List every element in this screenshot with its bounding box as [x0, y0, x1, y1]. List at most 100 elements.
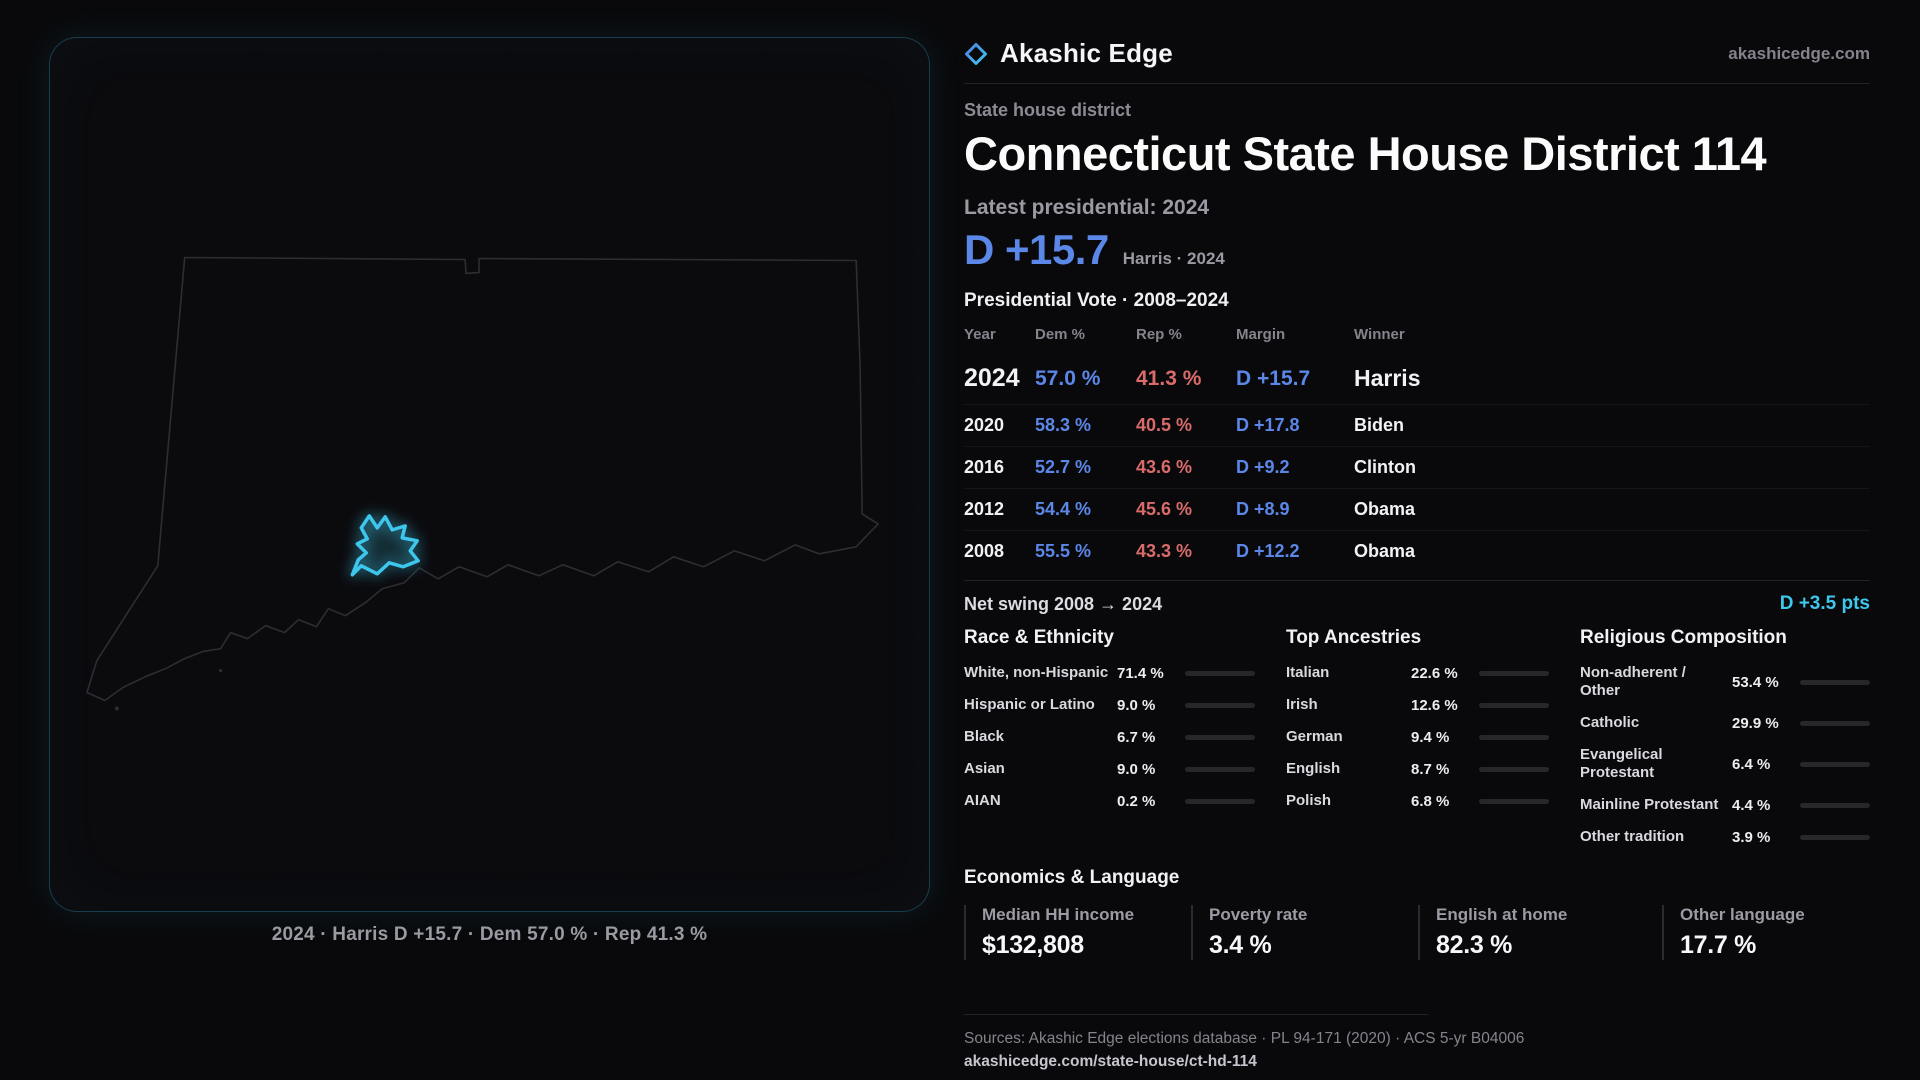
bar-chart	[1800, 761, 1870, 767]
demo-row: Asian 9.0 %	[964, 753, 1255, 785]
district-114-shape	[350, 514, 420, 577]
demo-value: 9.4 %	[1411, 728, 1450, 746]
demo-value: 12.6 %	[1411, 696, 1458, 714]
demo-row: Other tradition 3.9 %	[1580, 821, 1870, 853]
site-link[interactable]: akashicedge.com	[1728, 43, 1870, 63]
net-swing-row: Net swing 2008 → 2024 D +3.5 pts	[964, 593, 1870, 615]
island-dot	[114, 706, 119, 711]
demo-label: Catholic	[1580, 714, 1640, 732]
cell-margin: D +9.2	[1236, 457, 1290, 478]
bar-chart	[1800, 679, 1870, 685]
cell-margin: D +8.9	[1236, 499, 1290, 520]
demo-row: Catholic 29.9 %	[1580, 707, 1870, 739]
vote-table: Year Dem % Rep % Margin Winner 2024 57.0…	[964, 320, 1870, 572]
cell-year: 2020	[964, 415, 1005, 436]
cell-dem: 58.3 %	[1035, 415, 1092, 436]
religion-column: Religious Composition Non-adherent / Oth…	[1580, 627, 1870, 853]
stat-label: Other language	[1680, 905, 1805, 925]
permalink[interactable]: akashicedge.com/state-house/ct-hd-114	[964, 1053, 1257, 1071]
demo-row: Non-adherent / Other 53.4 %	[1580, 657, 1870, 707]
demo-label: Hispanic or Latino	[964, 696, 1095, 714]
demo-row: Irish 12.6 %	[1286, 689, 1549, 721]
bar-chart	[1185, 670, 1255, 676]
info-panel: Akashic Edge akashicedge.com State house…	[964, 30, 1870, 1071]
vote-row: 2024 57.0 % 41.3 % D +15.7 Harris	[964, 353, 1870, 404]
demo-label: AIAN	[964, 792, 1001, 810]
cell-rep: 41.3 %	[1136, 366, 1202, 390]
kicker: State house district	[964, 100, 1132, 120]
cell-dem: 52.7 %	[1035, 457, 1092, 478]
demo-label: Non-adherent / Other	[1580, 664, 1686, 700]
demo-label: Irish	[1286, 696, 1318, 714]
stat-label: Median HH income	[982, 905, 1135, 925]
demo-label: Black	[964, 728, 1005, 746]
bar-chart	[1185, 702, 1255, 708]
cell-winner: Harris	[1354, 365, 1421, 392]
demo-value: 29.9 %	[1732, 714, 1779, 732]
demographics: Race & Ethnicity White, non-Hispanic 71.…	[964, 627, 1870, 853]
demo-value: 6.4 %	[1732, 755, 1771, 773]
brand: Akashic Edge	[964, 38, 1173, 69]
demo-label: Italian	[1286, 664, 1330, 682]
stat-block: Median HH income $132,808	[964, 905, 1191, 961]
demo-value: 6.8 %	[1411, 792, 1450, 810]
cell-rep: 43.6 %	[1136, 457, 1193, 478]
map-caption: 2024 · Harris D +15.7 · Dem 57.0 % · Rep…	[271, 924, 708, 945]
stat-value: 82.3 %	[1436, 931, 1513, 960]
bar-chart	[1800, 802, 1870, 808]
ancestries-column: Top Ancestries Italian 22.6 % Irish 12.6…	[1286, 627, 1549, 853]
cell-margin: D +12.2	[1236, 541, 1300, 562]
cell-winner: Obama	[1354, 541, 1416, 562]
demo-row: AIAN 0.2 %	[964, 785, 1255, 817]
footer-divider	[964, 1014, 1428, 1016]
col-winner: Winner	[1354, 326, 1405, 344]
demo-value: 6.7 %	[1117, 728, 1156, 746]
vote-table-title: Presidential Vote · 2008–2024	[964, 290, 1229, 312]
bar-chart	[1479, 766, 1549, 772]
island-dot	[219, 668, 223, 673]
cell-margin: D +17.8	[1236, 415, 1300, 436]
cell-winner: Obama	[1354, 499, 1416, 520]
cell-winner: Biden	[1354, 415, 1405, 436]
column-title: Religious Composition	[1580, 627, 1787, 649]
latest-label: Latest presidential: 2024	[964, 196, 1210, 220]
demo-label: White, non-Hispanic	[964, 664, 1109, 682]
vote-row: 2020 58.3 % 40.5 % D +17.8 Biden	[964, 404, 1870, 446]
col-rep: Rep %	[1136, 326, 1182, 344]
race-ethnicity-column: Race & Ethnicity White, non-Hispanic 71.…	[964, 627, 1255, 853]
demo-row: Mainline Protestant 4.4 %	[1580, 789, 1870, 821]
cell-winner: Clinton	[1354, 457, 1416, 478]
demo-row: Evangelical Protestant 6.4 %	[1580, 739, 1870, 789]
cell-year: 2008	[964, 541, 1005, 562]
cell-rep: 43.3 %	[1136, 541, 1193, 562]
economics-stats: Median HH income $132,808 Poverty rate 3…	[964, 905, 1870, 961]
demo-row: Italian 22.6 %	[1286, 657, 1549, 689]
demo-row: Black 6.7 %	[964, 721, 1255, 753]
bar-chart	[1800, 834, 1870, 840]
bar-chart	[1185, 798, 1255, 804]
demo-value: 9.0 %	[1117, 760, 1156, 778]
stat-value: $132,808	[982, 931, 1084, 960]
cell-year: 2016	[964, 457, 1005, 478]
stat-block: Other language 17.7 %	[1662, 905, 1870, 961]
connecticut-outline	[86, 256, 879, 702]
col-year: Year	[964, 326, 996, 344]
cell-year: 2024	[964, 364, 1020, 393]
demo-value: 71.4 %	[1117, 664, 1164, 682]
demo-label: German	[1286, 728, 1343, 746]
demo-row: Polish 6.8 %	[1286, 785, 1549, 817]
bar-chart	[1185, 734, 1255, 740]
demo-label: English	[1286, 760, 1341, 778]
stat-value: 17.7 %	[1680, 931, 1757, 960]
latest-margin-detail: Harris · 2024	[1122, 249, 1225, 269]
sources-text: Sources: Akashic Edge elections database…	[964, 1030, 1525, 1048]
cell-dem: 57.0 %	[1035, 366, 1101, 390]
demo-row: White, non-Hispanic 71.4 %	[964, 657, 1255, 689]
brand-name: Akashic Edge	[1000, 38, 1173, 68]
vote-row: 2008 55.5 % 43.3 % D +12.2 Obama	[964, 530, 1870, 572]
net-swing-label: Net swing 2008 → 2024	[964, 593, 1163, 614]
section-divider	[964, 580, 1870, 582]
vote-table-header: Year Dem % Rep % Margin Winner	[964, 320, 1870, 353]
cell-dem: 55.5 %	[1035, 541, 1092, 562]
